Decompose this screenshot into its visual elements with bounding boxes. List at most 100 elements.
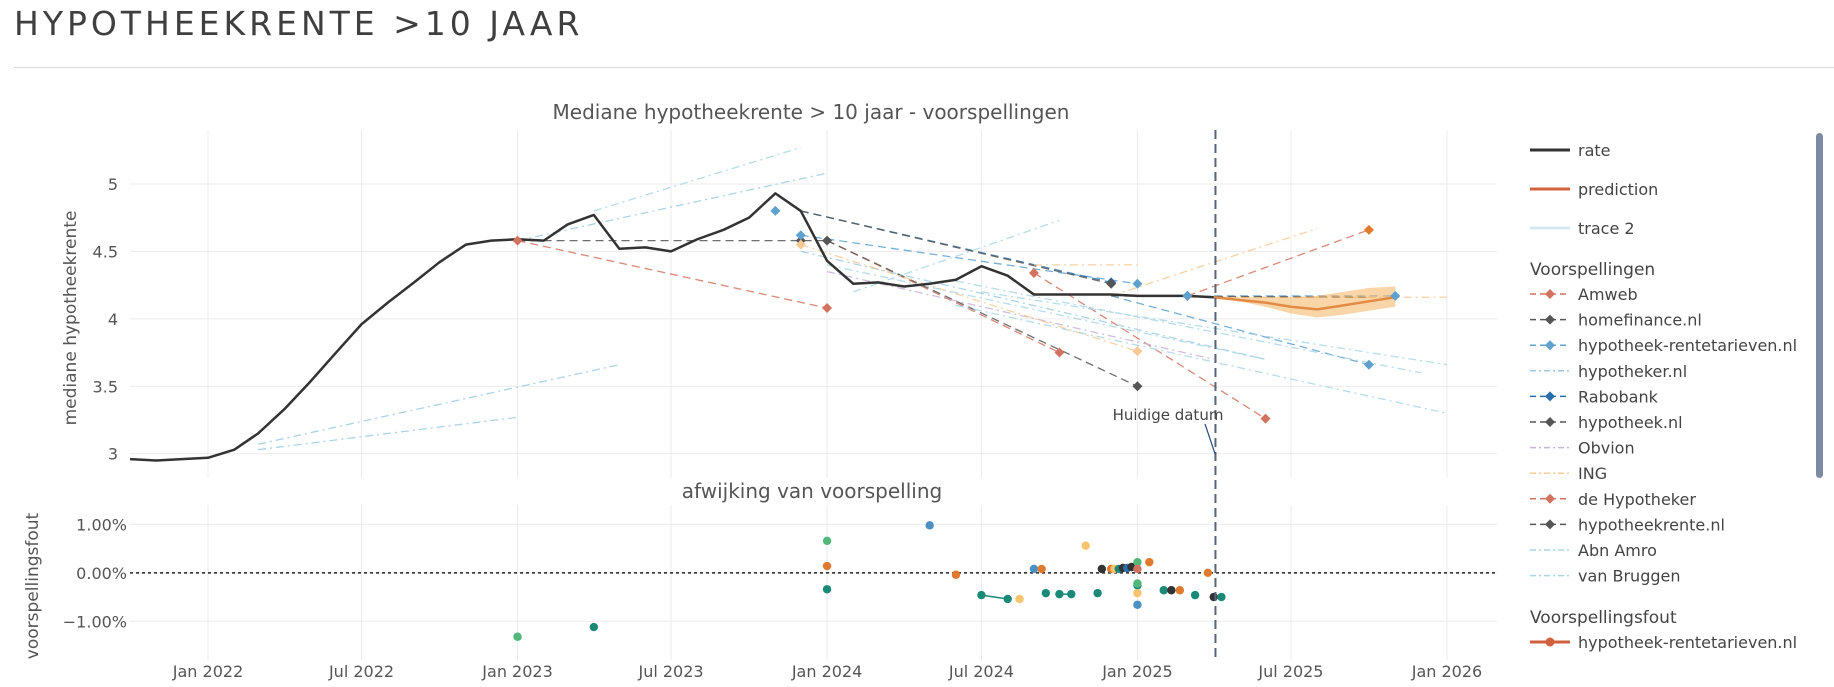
forecast-line [800,250,1266,360]
top-chart-title: Mediane hypotheekrente > 10 jaar - voors… [553,100,1070,124]
top-y-axis-label: mediane hypotheekrente [61,211,81,426]
forecast-marker [1132,346,1143,357]
legend: rate prediction trace 2 Voorspellingen Amweb… [1530,141,1797,652]
x-tick-label: Jul 2023 [637,662,703,681]
legend-label: ING [1578,464,1607,483]
legend-label: prediction [1578,180,1658,199]
x-tick-label: Jan 2026 [1411,662,1482,681]
forecast-line [853,219,1060,293]
forecast-marker [1106,278,1117,289]
error-point [1093,588,1102,598]
bottom-plot-grid [130,505,1497,660]
forecast-line [1187,229,1370,297]
x-tick-label: Jan 2022 [172,662,243,681]
forecast-line [955,280,1421,374]
forecast-marker [1028,267,1039,278]
forecast-marker [1054,347,1065,358]
forecast-line [826,270,1214,360]
legend-marker [1545,391,1555,402]
legend-scrollbar[interactable] [1816,133,1823,478]
forecast-marker [795,230,806,241]
legend-marker [1545,519,1555,530]
page-title: HYPOTHEEKRENTE >10 JAAR [14,4,584,43]
x-tick-label: Jan 2024 [791,662,862,681]
error-point [1097,564,1107,574]
legend-marker [1545,314,1555,325]
legend-label: van Bruggen [1578,567,1681,586]
error-point [1015,594,1024,604]
legend-label: Amweb [1578,285,1638,304]
error-point [1209,592,1218,602]
x-tick-label: Jul 2025 [1257,662,1323,681]
forecast-marker [795,239,806,250]
y-tick-label: 4 [108,310,118,329]
y-tick-label: 3.5 [93,377,118,396]
y-tick-label: 3 [108,445,118,464]
error-point [1133,557,1142,567]
legend-label: homefinance.nl [1578,311,1702,330]
top-plot-grid [130,130,1497,478]
error-point [822,561,832,571]
x-tick-label: Jul 2022 [328,662,394,681]
forecast-line [826,264,1266,360]
x-tick-label: Jan 2023 [481,662,552,681]
x-tick-label: Jan 2025 [1101,662,1172,681]
error-point [1029,564,1039,574]
y-tick-label: 5 [108,175,118,194]
forecast-line [1110,295,1370,366]
error-point [1159,586,1168,595]
prediction-line [1213,296,1396,311]
rate-series [129,192,1396,462]
bottom-y-axis-label: voorspellingsfout [23,512,43,659]
rate-line [129,192,1214,462]
forecast-line [800,210,1112,284]
error-segment [981,594,1008,600]
forecast-line [800,244,1138,352]
annotations [1204,130,1217,660]
forecast-line [593,146,801,212]
error-point [1041,588,1051,598]
error-point [513,632,522,641]
error-point [1037,564,1046,574]
forecast-marker [822,303,833,314]
error-point [1175,586,1185,595]
legend-label: trace 2 [1578,219,1635,238]
forecast-line [1033,272,1266,420]
forecast-marker [1132,381,1143,392]
legend-label: hypotheek.nl [1578,413,1683,432]
error-point [1217,592,1226,602]
y-tick-label: −1.00% [63,612,127,631]
error-point [925,521,934,530]
error-point [1145,557,1154,567]
title-divider [14,67,1834,68]
error-point [1081,541,1090,550]
error-point [1067,589,1076,599]
forecast-marker [822,235,833,246]
error-point [1133,579,1142,588]
legend-label: hypotheker.nl [1578,362,1687,381]
forecast-marker [1390,290,1401,301]
error-point [589,622,599,632]
forecast-markers [512,205,1401,424]
error-point [822,585,832,594]
legend-label: hypotheek-rentetarieven.nl [1578,633,1797,652]
forecast-line [257,416,518,451]
forecast-line [955,304,1448,414]
legend-group-title: Voorspellingen [1530,260,1655,280]
legend-label: hypotheek-rentetarieven.nl [1578,336,1797,355]
forecast-line [981,291,1448,366]
axes-labels: Jan 2022 Jul 2022 Jan 2023 Jul 2023 Jan 2024… [63,175,1482,681]
error-point [1133,600,1142,609]
y-tick-label: 0.00% [76,564,127,583]
error-point [1133,564,1142,574]
prediction-band [1213,286,1396,318]
forecast-line [257,364,620,445]
prediction-band-area [1213,286,1396,318]
forecast-line [517,172,828,242]
legend-marker [1545,417,1555,427]
forecast-marker [1132,278,1143,289]
forecast-marker [1363,359,1374,370]
forecast-line [800,234,1138,285]
forecast-marker [1260,413,1271,424]
error-point [1167,586,1176,595]
